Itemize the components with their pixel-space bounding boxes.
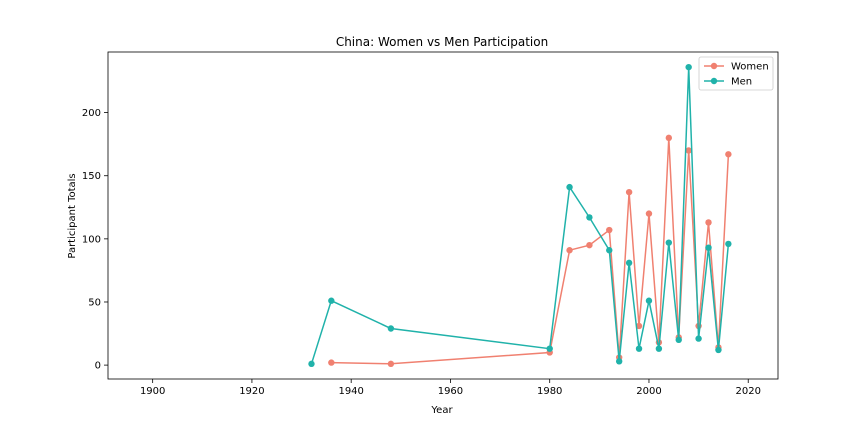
x-tick-label: 1980 — [537, 386, 562, 397]
series-line-women — [331, 137, 730, 365]
x-tick-label: 1900 — [140, 386, 165, 397]
data-point-men — [655, 345, 663, 352]
data-point-women — [328, 359, 335, 366]
data-point-men — [546, 345, 553, 352]
data-point-women — [606, 226, 613, 234]
data-point-men — [705, 244, 712, 251]
x-tick-label: 1960 — [438, 386, 463, 397]
y-tick-label: 200 — [82, 108, 101, 119]
data-point-men — [586, 214, 593, 221]
data-point-men — [606, 247, 613, 254]
data-point-men — [625, 259, 633, 267]
x-tick-label: 2020 — [735, 386, 760, 397]
x-tick-label: 1920 — [239, 386, 264, 397]
legend: Women Men — [698, 56, 774, 91]
axes-frame — [107, 51, 779, 380]
data-point-men — [715, 346, 722, 354]
data-point-women — [665, 134, 673, 142]
data-point-men — [566, 183, 573, 191]
data-point-women — [705, 219, 712, 226]
data-point-men — [635, 345, 643, 352]
data-point-men — [665, 239, 673, 246]
data-point-women — [645, 210, 653, 217]
data-point-women — [685, 147, 692, 154]
data-point-men — [387, 325, 395, 332]
series-line-men — [310, 67, 730, 365]
legend-label-women: Women — [731, 62, 769, 73]
y-tick-label: 150 — [82, 171, 101, 182]
chart-title: China: Women vs Men Participation — [336, 35, 548, 49]
legend-label-men: Men — [731, 77, 752, 88]
data-point-men — [675, 336, 682, 344]
y-tick-label: 0 — [95, 361, 101, 372]
y-tick-label: 50 — [88, 297, 101, 308]
data-point-women — [625, 188, 633, 196]
data-point-men — [685, 63, 692, 71]
data-point-women — [387, 360, 395, 368]
data-point-men — [695, 335, 702, 342]
x-tick-label: 1940 — [338, 386, 363, 397]
x-tick-label: 2000 — [636, 386, 661, 397]
x-axis-label: Year — [430, 405, 453, 416]
data-point-men — [308, 360, 315, 368]
data-point-men — [328, 297, 335, 304]
legend-marker-men — [710, 77, 718, 85]
legend-marker-women — [710, 62, 718, 70]
data-point-men — [645, 297, 653, 304]
data-point-men — [725, 240, 732, 248]
data-point-women — [725, 151, 732, 158]
y-tick-label: 100 — [82, 234, 101, 245]
data-point-men — [615, 358, 623, 365]
data-point-women — [586, 241, 593, 249]
data-point-women — [566, 247, 573, 254]
data-point-women — [635, 322, 643, 330]
plot-area: 1900 1920 1940 1960 1980 2000 2020 0 50 100 150 200 — [82, 51, 779, 397]
y-axis-label: Participant Totals — [67, 173, 78, 258]
